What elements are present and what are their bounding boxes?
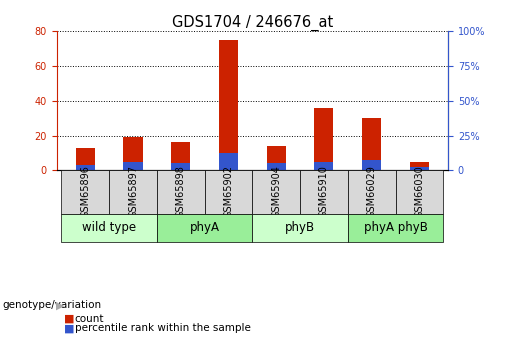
FancyBboxPatch shape [109, 170, 157, 214]
Bar [362, 118, 381, 170]
Bar [171, 142, 191, 170]
FancyBboxPatch shape [348, 214, 443, 242]
FancyBboxPatch shape [252, 214, 348, 242]
Text: genotype/variation: genotype/variation [3, 300, 101, 310]
Bar [267, 146, 286, 170]
FancyBboxPatch shape [204, 170, 252, 214]
Text: ■: ■ [64, 314, 75, 324]
Bar [171, 163, 191, 170]
Text: phyA phyB: phyA phyB [364, 221, 427, 234]
Text: GSM65910: GSM65910 [319, 166, 329, 218]
FancyBboxPatch shape [157, 214, 252, 242]
Bar [219, 40, 238, 170]
Bar [76, 148, 95, 170]
FancyBboxPatch shape [61, 170, 109, 214]
Bar [314, 161, 334, 170]
Bar [267, 163, 286, 170]
Title: GDS1704 / 246676_at: GDS1704 / 246676_at [171, 15, 333, 31]
Text: GSM65897: GSM65897 [128, 166, 138, 218]
Bar [76, 165, 95, 170]
Text: ■: ■ [64, 324, 75, 333]
Bar [124, 161, 143, 170]
Text: GSM65902: GSM65902 [224, 166, 233, 218]
Text: ▶: ▶ [56, 300, 64, 310]
Text: GSM66030: GSM66030 [415, 166, 424, 218]
FancyBboxPatch shape [252, 170, 300, 214]
FancyBboxPatch shape [348, 170, 396, 214]
Bar [314, 108, 334, 170]
Text: GSM66029: GSM66029 [367, 166, 376, 218]
Bar [362, 160, 381, 170]
Bar [410, 161, 429, 170]
Bar [219, 153, 238, 170]
Text: GSM65896: GSM65896 [80, 166, 90, 218]
Text: GSM65898: GSM65898 [176, 166, 186, 218]
Bar [410, 167, 429, 170]
Text: count: count [75, 314, 104, 324]
Bar [124, 137, 143, 170]
FancyBboxPatch shape [396, 170, 443, 214]
Text: GSM65904: GSM65904 [271, 166, 281, 218]
Text: phyB: phyB [285, 221, 315, 234]
Text: phyA: phyA [190, 221, 219, 234]
Text: percentile rank within the sample: percentile rank within the sample [75, 324, 251, 333]
FancyBboxPatch shape [157, 170, 204, 214]
Text: wild type: wild type [82, 221, 136, 234]
FancyBboxPatch shape [300, 170, 348, 214]
FancyBboxPatch shape [61, 214, 157, 242]
